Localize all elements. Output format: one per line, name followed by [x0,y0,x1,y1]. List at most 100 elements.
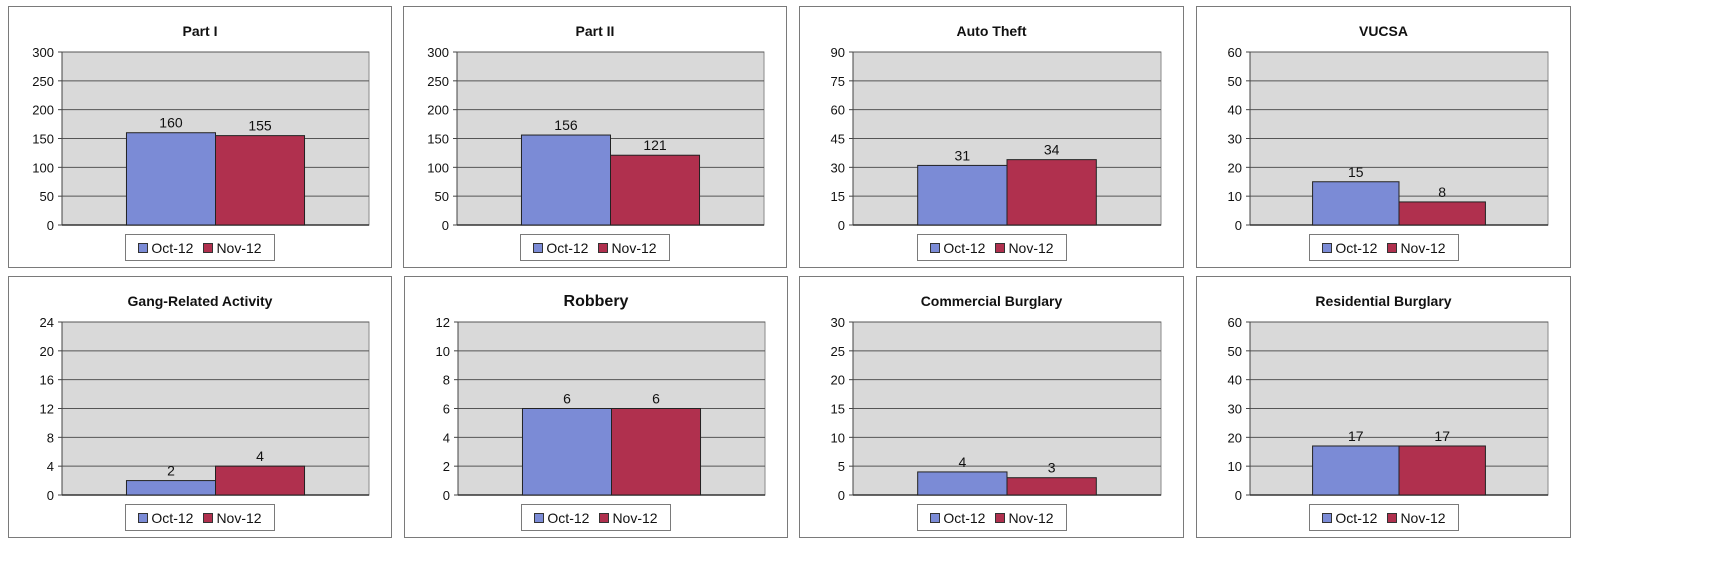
chart-svg: Part II 0 50 100 150 200 250 300 156 121 [427,23,765,233]
bar-nov-12 [215,135,306,226]
legend-item-nov-12: Nov-12 [995,510,1054,526]
legend-label: Nov-12 [1400,509,1446,526]
chart-title: Commercial Burglary [921,293,1063,309]
legend-item-oct-12: Oct-12 [138,510,193,526]
legend-item-oct-12: Oct-12 [930,510,985,526]
chart-legend: Oct-12 Nov-12 [520,234,670,261]
data-label: 15 [1348,164,1364,180]
legend-item-nov-12: Nov-12 [995,240,1054,256]
y-tick-label: 0 [1235,218,1242,233]
y-tick-label: 150 [427,132,449,147]
y-tick-label: 5 [838,459,845,474]
y-tick-label: 45 [831,132,845,147]
y-tick-label: 8 [47,430,54,445]
y-tick-label: 12 [436,315,450,330]
legend-label: Nov-12 [216,239,262,256]
legend-swatch [1322,512,1333,523]
bar-nov-12 [1398,445,1486,496]
legend-swatch [203,242,214,253]
legend-item-nov-12: Nov-12 [1387,509,1446,526]
bar-nov-12 [215,465,306,496]
data-label: 4 [958,454,966,470]
legend-swatch [995,512,1006,523]
y-tick-label: 250 [32,74,54,89]
bar-oct-12 [1312,181,1400,226]
chart-panel-auto-theft: Auto Theft 0 15 30 45 60 75 90 31 34 Oct-12 Nov-12 [799,6,1184,268]
y-tick-label: 0 [838,488,845,503]
legend-swatch [203,512,214,523]
legend-item-nov-12: Nov-12 [203,239,262,256]
chart-panel-vucsa: VUCSA 0 10 20 30 40 50 60 15 8 Oct-12 Nov-12 [1196,6,1571,268]
legend-label: Oct-12 [1335,239,1378,256]
chart-panel-residential-burglary: Residential Burglary 0 10 20 30 40 50 60 17 17 Oct… [1196,276,1571,538]
y-tick-label: 24 [40,315,54,330]
bar-oct-12 [917,471,1008,496]
y-tick-label: 6 [443,402,450,417]
legend-item-nov-12: Nov-12 [598,239,657,256]
legend-label: Nov-12 [612,509,658,526]
y-tick-label: 0 [442,218,449,233]
legend-item-oct-12: Oct-12 [534,510,589,526]
chart-panel-robbery: Robbery 0 2 4 6 8 10 12 6 6 Oct-12 Nov-12 [404,276,788,538]
chart-title: Part I [182,23,217,39]
legend-item-oct-12: Oct-12 [1322,510,1377,526]
legend-label: Oct-12 [151,509,194,526]
data-label: 4 [256,448,264,464]
chart-title: VUCSA [1359,23,1408,39]
legend-swatch [533,242,544,253]
y-tick-label: 20 [1228,160,1242,175]
legend-label: Oct-12 [546,239,589,256]
chart-svg: Part I 0 50 100 150 200 250 300 160 155 [32,23,370,233]
chart-panel-part-ii: Part II 0 50 100 150 200 250 300 156 121 Oct-12 Nov… [403,6,787,268]
bar-oct-12 [521,408,612,496]
chart-legend: Oct-12 Nov-12 [1309,504,1459,531]
chart-title: Part II [576,23,615,39]
y-tick-label: 100 [32,160,54,175]
y-tick-label: 300 [32,45,54,60]
chart-panel-commercial-burglary: Commercial Burglary 0 5 10 15 20 25 30 4 3 Oct-12 N… [799,276,1184,538]
data-label: 2 [167,463,175,479]
bar-nov-12 [611,408,702,496]
bar-nov-12 [1398,201,1486,226]
y-tick-label: 0 [47,218,54,233]
bar-oct-12 [1312,445,1400,496]
y-tick-label: 50 [1228,74,1242,89]
y-tick-label: 50 [435,189,449,204]
data-label: 17 [1434,428,1450,444]
y-tick-label: 50 [40,189,54,204]
legend-item-nov-12: Nov-12 [1387,240,1446,256]
y-tick-label: 40 [1228,103,1242,118]
y-tick-label: 20 [831,373,845,388]
legend-label: Oct-12 [943,509,986,526]
y-tick-label: 25 [831,344,845,359]
legend-swatch [138,242,149,253]
chart-svg: Commercial Burglary 0 5 10 15 20 25 30 4 3 [831,293,1162,503]
y-tick-label: 200 [427,103,449,118]
y-tick-label: 2 [443,459,450,474]
bar-nov-12 [1006,159,1097,226]
legend-label: Oct-12 [151,239,194,256]
chart-legend: Oct-12 Nov-12 [1309,234,1459,261]
y-tick-label: 12 [40,402,54,417]
data-label: 160 [159,115,183,131]
chart-svg: Auto Theft 0 15 30 45 60 75 90 31 34 [831,23,1162,233]
legend-label: Oct-12 [943,239,986,256]
chart-legend: Oct-12 Nov-12 [917,234,1067,261]
y-tick-label: 4 [443,430,450,445]
legend-item-oct-12: Oct-12 [533,240,588,256]
legend-swatch [1322,242,1333,253]
y-tick-label: 15 [831,189,845,204]
chart-legend: Oct-12 Nov-12 [521,504,671,531]
legend-swatch [1387,242,1398,253]
legend-swatch [1387,512,1398,523]
y-tick-label: 90 [831,45,845,60]
y-tick-label: 15 [831,402,845,417]
legend-swatch [138,512,149,523]
y-tick-label: 150 [32,132,54,147]
y-tick-label: 10 [831,430,845,445]
bar-oct-12 [520,134,611,226]
bar-oct-12 [125,132,216,226]
legend-label: Nov-12 [611,239,657,256]
legend-swatch [534,512,545,523]
y-tick-label: 4 [47,459,54,474]
